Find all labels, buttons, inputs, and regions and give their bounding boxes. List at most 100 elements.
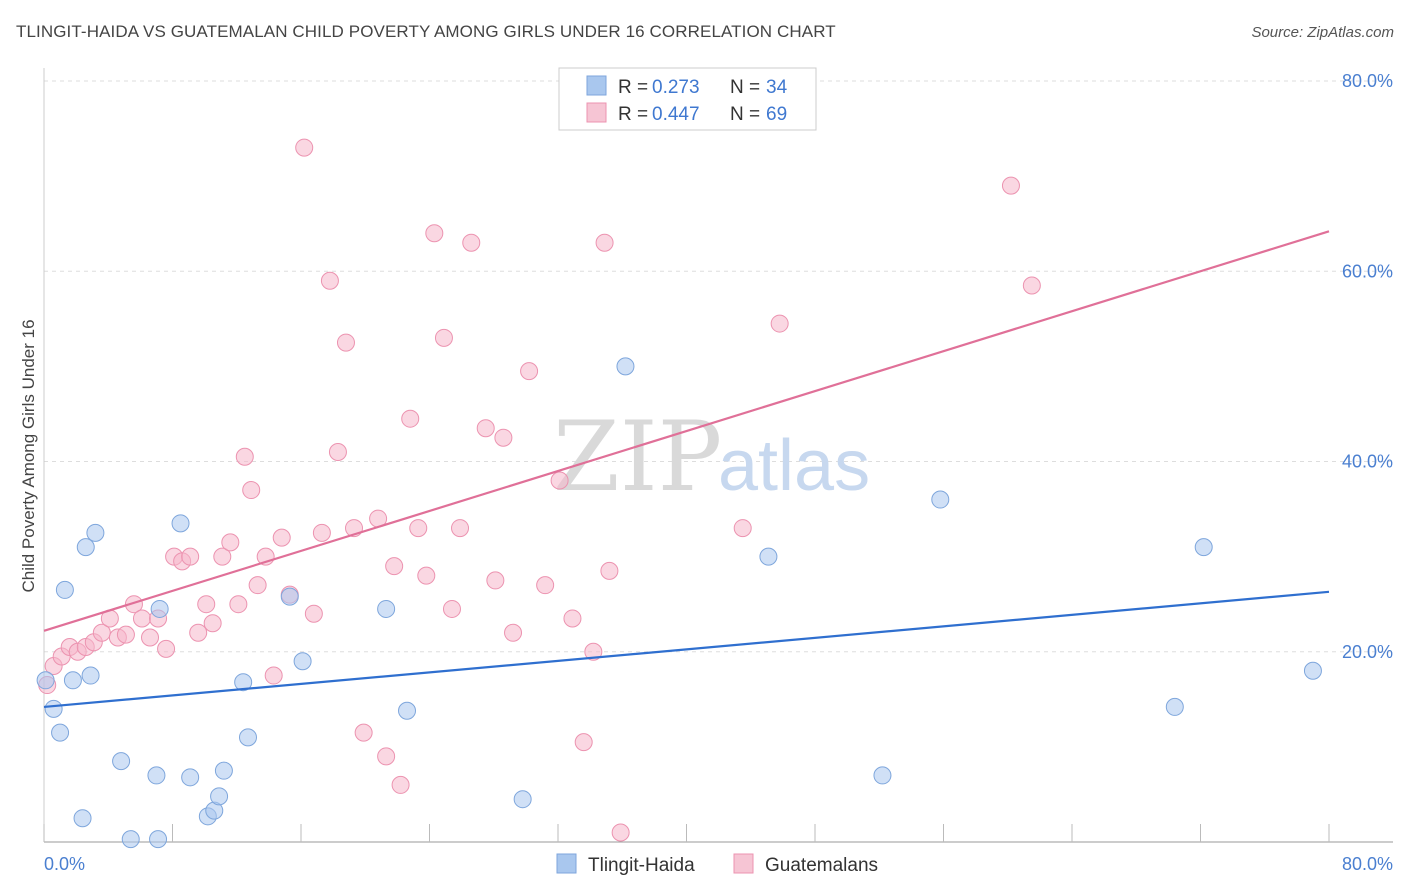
bottom-legend-label-tlingit-haida: Tlingit-Haida [588, 855, 695, 876]
y-tick-labels: 20.0% 40.0% 60.0% 80.0% [1342, 71, 1393, 662]
guatemalans-point-22 [213, 547, 232, 566]
legend-r-label-1: R = [618, 77, 648, 98]
gridlines [44, 80, 1393, 653]
guatemalans-point-68 [1022, 276, 1041, 295]
guatemalans-point-33 [304, 604, 323, 623]
source-label: Source: ZipAtlas.com [1251, 24, 1394, 41]
x-tick-label-min: 0.0% [44, 854, 85, 874]
guatemalans-point-15 [157, 639, 176, 658]
guatemalans-point-35 [320, 271, 339, 290]
tlingit-haida-point-3 [55, 580, 74, 599]
tlingit-haida-points [36, 357, 1322, 849]
tlingit-haida-point-20 [234, 673, 253, 692]
tlingit-haida-point-28 [759, 547, 778, 566]
tlingit-haida-point-7 [81, 666, 100, 685]
bottom-legend-swatch-tlingit-haida [556, 853, 577, 874]
guatemalans-point-53 [486, 571, 505, 590]
tlingit-haida-point-11 [147, 766, 166, 785]
tlingit-haida-point-1 [44, 699, 63, 718]
tlingit-haida-point-15 [181, 768, 200, 787]
guatemalans-point-61 [584, 642, 603, 661]
tlingit-haida-point-22 [280, 587, 299, 606]
tlingit-haida-point-31 [1165, 697, 1184, 716]
guatemalans-points [38, 138, 1041, 842]
guatemalans-point-18 [181, 547, 200, 566]
guatemalans-point-64 [611, 823, 630, 842]
guatemalans-point-37 [336, 333, 355, 352]
guatemalans-point-34 [312, 523, 331, 542]
tlingit-haida-point-0 [36, 671, 55, 690]
guatemalans-point-54 [494, 428, 513, 447]
guatemalans-point-27 [248, 576, 267, 595]
tlingit-haida-point-25 [398, 701, 417, 720]
legend-swatch-tlingit-haida [586, 75, 607, 96]
tlingit-haida-point-19 [214, 761, 233, 780]
legend-swatch-guatemalans [586, 102, 607, 123]
tlingit-haida-point-13 [150, 599, 169, 618]
guatemalans-point-29 [264, 666, 283, 685]
tlingit-haida-point-10 [121, 830, 140, 849]
tlingit-haida-point-23 [293, 652, 312, 671]
guatemalans-point-46 [417, 566, 436, 585]
correlation-legend: R = 0.273 N = 34 R = 0.447 N = 69 [558, 67, 817, 131]
y-tick-label-40: 40.0% [1342, 452, 1393, 472]
tlingit-haida-point-2 [51, 723, 70, 742]
guatemalans-point-59 [563, 609, 582, 628]
watermark-atlas: atlas [718, 426, 870, 506]
x-tick-label-max: 80.0% [1342, 854, 1393, 874]
axes [43, 68, 1393, 843]
tlingit-haida-point-6 [76, 538, 95, 557]
tlingit-haida-point-29 [873, 766, 892, 785]
guatemalans-point-41 [377, 747, 396, 766]
bottom-legend-swatch-guatemalans [733, 853, 754, 874]
guatemalans-point-30 [272, 528, 291, 547]
guatemalans-point-42 [385, 557, 404, 576]
guatemalans-trend-line [43, 230, 1330, 632]
trend-lines [43, 230, 1330, 709]
legend-r-value-1: 0.273 [652, 77, 700, 98]
guatemalans-point-36 [328, 442, 347, 461]
guatemalans-point-24 [229, 595, 248, 614]
legend-n-value-1: 34 [766, 77, 788, 98]
tlingit-haida-point-8 [86, 523, 105, 542]
guatemalans-point-45 [409, 519, 428, 538]
tlingit-haida-point-9 [112, 752, 131, 771]
tlingit-haida-point-21 [238, 728, 257, 747]
tlingit-haida-point-26 [513, 790, 532, 809]
tlingit-haida-point-30 [931, 490, 950, 509]
guatemalans-point-63 [600, 561, 619, 580]
guatemalans-point-12 [132, 609, 151, 628]
guatemalans-point-49 [442, 599, 461, 618]
guatemalans-point-58 [550, 471, 569, 490]
guatemalans-point-56 [520, 362, 539, 381]
bottom-legend-label-guatemalans: Guatemalans [765, 855, 878, 876]
tlingit-haida-point-14 [171, 514, 190, 533]
tlingit-haida-point-4 [63, 671, 82, 690]
guatemalans-point-66 [770, 314, 789, 333]
tlingit-haida-point-12 [149, 830, 168, 849]
guatemalans-point-62 [595, 233, 614, 252]
x-ticks [43, 824, 1330, 842]
guatemalans-point-50 [451, 519, 470, 538]
tlingit-haida-point-27 [616, 357, 635, 376]
guatemalans-point-67 [1001, 176, 1020, 195]
legend-n-value-2: 69 [766, 104, 787, 125]
chart-title: TLINGIT-HAIDA VS GUATEMALAN CHILD POVERT… [16, 22, 836, 41]
tlingit-haida-point-24 [377, 599, 396, 618]
guatemalans-point-32 [295, 138, 314, 157]
tlingit-haida-point-33 [1303, 661, 1322, 680]
guatemalans-point-11 [124, 595, 143, 614]
y-tick-label-80: 80.0% [1342, 71, 1393, 91]
guatemalans-point-23 [221, 533, 240, 552]
legend-n-label-1: N = [730, 77, 760, 98]
series-legend: Tlingit-Haida Guatemalans [556, 853, 878, 876]
tlingit-haida-trend-line [43, 590, 1330, 709]
legend-r-label-2: R = [618, 104, 648, 125]
guatemalans-point-43 [391, 775, 410, 794]
y-tick-label-60: 60.0% [1342, 261, 1393, 281]
y-tick-label-20: 20.0% [1342, 642, 1393, 662]
watermark-zip: ZIP [553, 401, 722, 513]
guatemalans-point-52 [476, 419, 495, 438]
guatemalans-point-26 [242, 481, 261, 500]
